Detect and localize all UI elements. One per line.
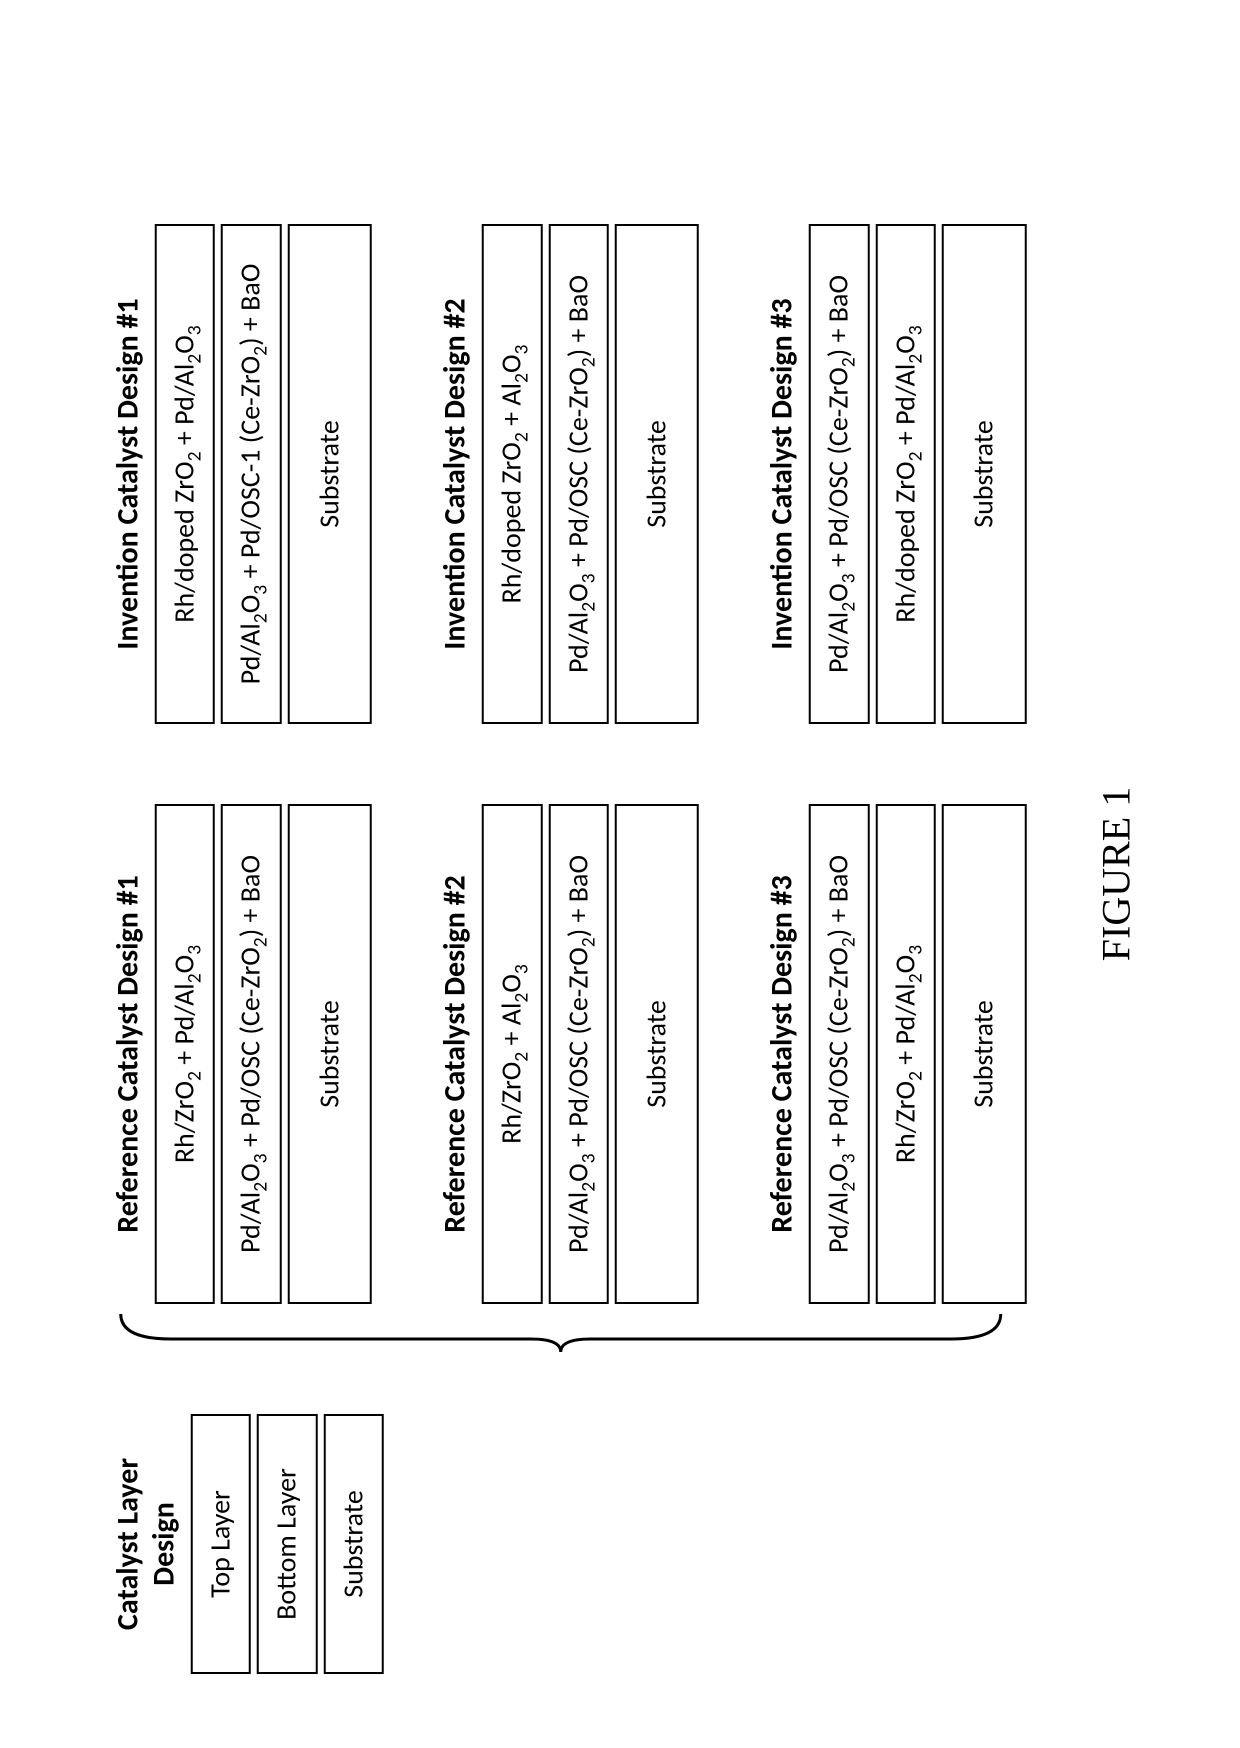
reference-block: Reference Catalyst Design #2Rh/ZrO2 + Al…: [438, 804, 705, 1304]
design-pairs: Reference Catalyst Design #1Rh/ZrO2 + Pd…: [111, 74, 1033, 1304]
reference-block: Reference Catalyst Design #1Rh/ZrO2 + Pd…: [111, 804, 378, 1304]
figure-caption: FIGURE 1: [1092, 54, 1139, 1694]
reference-block: Reference Catalyst Design #3Pd/Al2O3 + P…: [765, 804, 1032, 1304]
invention-layer: Rh/doped ZrO2 + Al2O3: [482, 224, 542, 724]
reference-layer: Rh/ZrO2 + Pd/Al2O3: [155, 804, 215, 1304]
legend-layer-substrate: Substrate: [324, 1414, 384, 1674]
invention-layer: Rh/doped ZrO2 + Pd/Al2O3: [875, 224, 935, 724]
legend-title: Catalyst Layer Design: [111, 1414, 183, 1674]
reference-layer: Substrate: [615, 804, 699, 1304]
legend-title-line1: Catalyst Layer: [110, 1458, 147, 1630]
reference-layer: Pd/Al2O3 + Pd/OSC (Ce-ZrO2) + BaO: [548, 804, 608, 1304]
design-row: Reference Catalyst Design #1Rh/ZrO2 + Pd…: [111, 74, 378, 1304]
figure-body: Catalyst Layer Design Top Layer Bottom L…: [101, 54, 1043, 1694]
legend-title-line2: Design: [146, 1502, 183, 1586]
reference-layer: Substrate: [942, 804, 1026, 1304]
design-row: Reference Catalyst Design #2Rh/ZrO2 + Al…: [438, 74, 705, 1304]
reference-title: Reference Catalyst Design #3: [765, 804, 801, 1304]
invention-layer: Pd/Al2O3 + Pd/OSC (Ce-ZrO2) + BaO: [809, 224, 869, 724]
reference-layer: Pd/Al2O3 + Pd/OSC (Ce-ZrO2) + BaO: [809, 804, 869, 1304]
grouping-brace-icon: [111, 1304, 1011, 1354]
invention-title: Invention Catalyst Design #1: [111, 224, 147, 724]
legend-block: Catalyst Layer Design Top Layer Bottom L…: [111, 1414, 390, 1674]
reference-layer: Rh/ZrO2 + Pd/Al2O3: [875, 804, 935, 1304]
invention-layer: Substrate: [942, 224, 1026, 724]
invention-block: Invention Catalyst Design #1Rh/doped ZrO…: [111, 224, 378, 724]
invention-layer: Pd/Al2O3 + Pd/OSC (Ce-ZrO2) + BaO: [548, 224, 608, 724]
reference-layer: Pd/Al2O3 + Pd/OSC (Ce-ZrO2) + BaO: [221, 804, 281, 1304]
reference-title: Reference Catalyst Design #1: [111, 804, 147, 1304]
design-row: Reference Catalyst Design #3Pd/Al2O3 + P…: [765, 74, 1032, 1304]
invention-block: Invention Catalyst Design #3Pd/Al2O3 + P…: [765, 224, 1032, 724]
reference-layer: Substrate: [288, 804, 372, 1304]
invention-layer: Rh/doped ZrO2 + Pd/Al2O3: [155, 224, 215, 724]
reference-layer: Rh/ZrO2 + Al2O3: [482, 804, 542, 1304]
invention-layer: Pd/Al2O3 + Pd/OSC-1 (Ce-ZrO2) + BaO: [221, 224, 281, 724]
invention-title: Invention Catalyst Design #3: [765, 224, 801, 724]
invention-title: Invention Catalyst Design #2: [438, 224, 474, 724]
invention-layer: Substrate: [615, 224, 699, 724]
invention-layer: Substrate: [288, 224, 372, 724]
reference-title: Reference Catalyst Design #2: [438, 804, 474, 1304]
invention-block: Invention Catalyst Design #2Rh/doped ZrO…: [438, 224, 705, 724]
figure-stage: Catalyst Layer Design Top Layer Bottom L…: [101, 54, 1140, 1694]
brace-and-pairs: Reference Catalyst Design #1Rh/ZrO2 + Pd…: [111, 74, 1033, 1354]
legend-layer-top: Top Layer: [191, 1414, 251, 1674]
legend-layer-bottom: Bottom Layer: [257, 1414, 317, 1674]
